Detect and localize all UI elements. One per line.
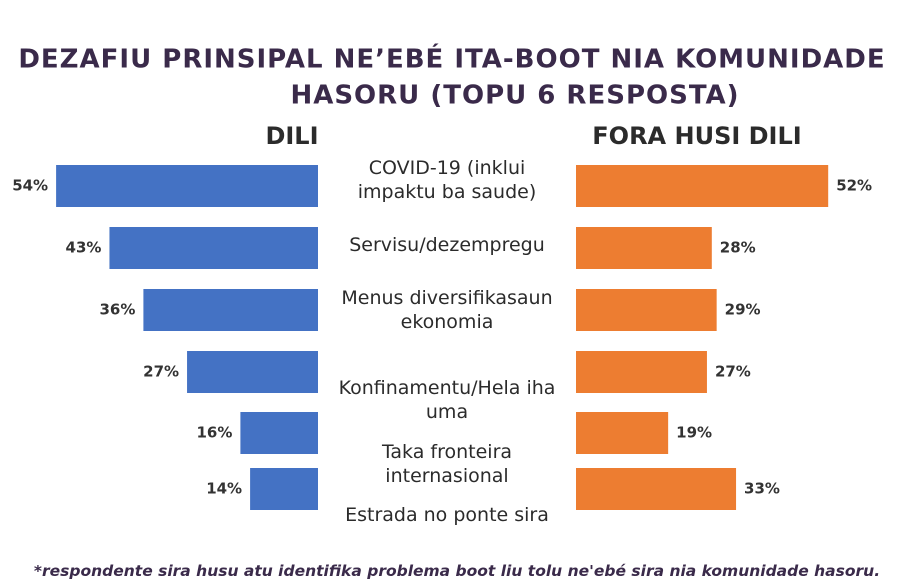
category-label: Konfinamentu/Hela iha uma [338,377,556,423]
bar [250,468,318,510]
value-label: 33% [744,480,780,498]
value-label: 28% [720,239,756,257]
category-label: Servisu/dezempregu [349,234,545,256]
category-label: Estrada no ponte sira [345,504,549,526]
value-label: 19% [676,424,712,442]
value-label: 43% [66,239,102,257]
category-label: Menus diversifikasaun ekonomia [341,287,553,333]
category-label: COVID-19 (inklui impaktu ba saude) [357,157,537,203]
value-label: 14% [206,480,242,498]
value-label: 52% [836,177,872,195]
value-label: 54% [12,177,48,195]
bar [143,289,318,331]
bar [576,227,712,269]
bar [56,165,318,207]
footnote: *respondente sira husu atu identifika pr… [33,562,881,580]
bar [240,412,318,454]
series-heading: DILI [265,122,318,150]
chart-title: HASORU (TOPU 6 RESPOSTA) [290,81,739,111]
category-label: Taka fronteira internasional [381,441,513,487]
value-label: 36% [99,301,135,319]
series-heading: FORA HUSI DILI [592,122,801,150]
bar [187,351,318,393]
value-label: 27% [143,363,179,381]
bar [576,412,669,454]
chart-title: DEZAFIU PRINSIPAL NE’EBÉ ITA-BOOT NIA KO… [18,43,885,75]
bar [576,289,717,331]
bar [576,351,707,393]
value-label: 27% [715,363,751,381]
value-label: 29% [725,301,761,319]
value-label: 16% [196,424,232,442]
bar [109,227,318,269]
bar [576,468,737,510]
bar [576,165,829,207]
